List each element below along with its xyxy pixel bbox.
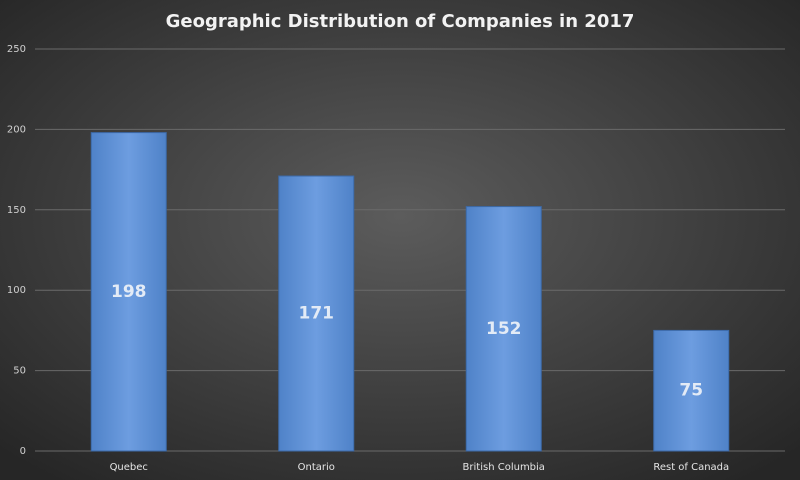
y-tick-label: 150 [7, 205, 26, 216]
bar [278, 175, 355, 452]
x-tick-label: British Columbia [463, 462, 545, 473]
value-label: 198 [111, 282, 147, 302]
x-tick-label: Quebec [110, 462, 148, 473]
x-tick-label: Ontario [298, 462, 335, 473]
y-tick-label: 250 [7, 44, 26, 55]
value-label: 152 [486, 319, 522, 339]
chart-title: Geographic Distribution of Companies in … [166, 11, 635, 32]
y-tick-label: 200 [7, 124, 26, 135]
x-tick-label: Rest of Canada [653, 462, 729, 473]
y-tick-label: 50 [13, 366, 26, 377]
y-tick-label: 100 [7, 285, 26, 296]
bar [653, 329, 730, 452]
bar [90, 132, 167, 452]
value-label: 171 [299, 304, 335, 324]
bar [465, 206, 542, 452]
value-label: 75 [679, 381, 703, 401]
y-tick-label: 0 [20, 446, 26, 457]
